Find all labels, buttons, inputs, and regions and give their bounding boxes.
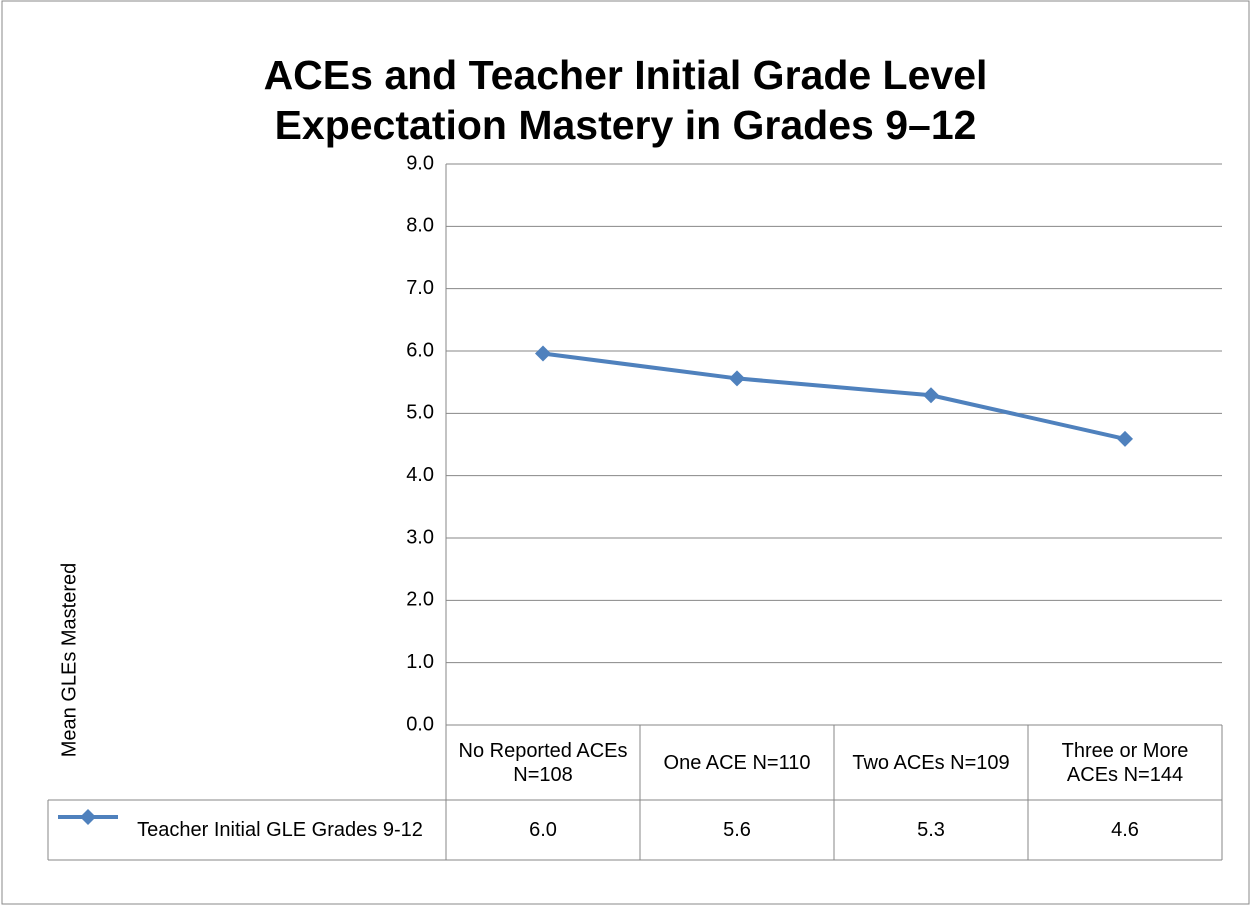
legend-label: Teacher Initial GLE Grades 9-12 [137,819,423,841]
y-tick-label: 6.0 [406,339,434,361]
y-tick-label: 1.0 [406,651,434,673]
x-tick-label: Three or More ACEs N=144 [1061,739,1189,786]
series-line [542,351,1126,441]
x-tick-label-box: Three or More ACEs N=144 [1061,739,1189,786]
y-tick-label: 5.0 [406,402,434,424]
y-tick-label: 8.0 [406,215,434,237]
data-label: 5.6 [723,819,751,841]
y-tick-label: 4.0 [406,464,434,486]
x-tick-label-box: Two ACEs N=109 [852,751,1010,774]
y-axis-label: Mean GLEs Mastered [58,563,80,758]
legend-box: Teacher Initial GLE Grades 9-12 [137,819,423,841]
data-point [1117,430,1133,447]
x-tick-label-box: No Reported ACEs N=108 [458,739,628,786]
data-label-box: 4.6 [1111,819,1139,841]
legend-marker [80,809,96,825]
y-tick-label: 2.0 [406,589,434,611]
data-label: 6.0 [529,819,557,841]
data-point [535,345,551,362]
y-tick-label: 9.0 [406,152,434,174]
x-tick-label: No Reported ACEs N=108 [458,739,628,786]
chart-title: ACEs and Teacher Initial Grade Level Exp… [263,52,988,148]
y-tick-label: 7.0 [406,277,434,299]
title-box: ACEs and Teacher Initial Grade Level Exp… [263,52,988,148]
data-label: 5.3 [917,819,945,841]
data-label: 4.6 [1111,819,1139,841]
data-point [729,370,745,387]
x-tick-label: Two ACEs N=109 [852,751,1010,774]
data-label-box: 6.0 [529,819,557,841]
x-tick-label: One ACE N=110 [663,751,811,774]
y-tick-label: 0.0 [406,713,434,735]
data-label-box: 5.3 [917,819,945,841]
data-point [923,387,939,404]
data-label-box: 5.6 [723,819,751,841]
x-tick-label-box: One ACE N=110 [663,751,811,774]
y-tick-label: 3.0 [406,526,434,548]
